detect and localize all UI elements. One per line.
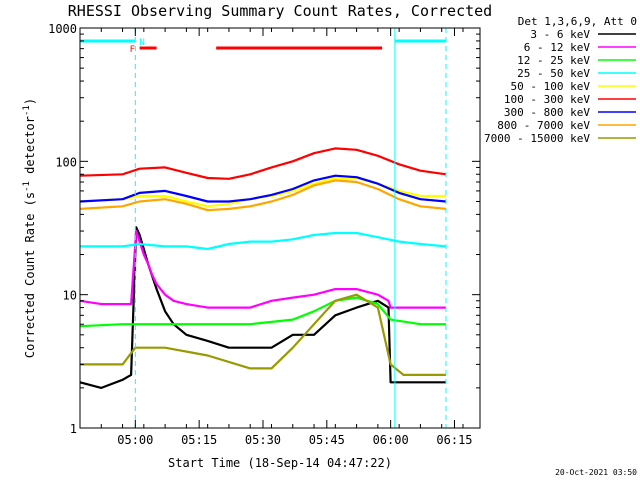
series-line-7 (79, 174, 447, 203)
y-axis-label-end: ) (23, 98, 37, 105)
x-tick-label: 06:00 (373, 433, 409, 447)
legend-label-2: 6 - 12 keV (524, 41, 591, 54)
x-tick-label: 05:30 (245, 433, 281, 447)
series-layer (79, 147, 447, 389)
chart-title: RHESSI Observing Summary Count Rates, Co… (68, 2, 492, 20)
y-axis-label-sup1: -1 (22, 181, 32, 192)
series-line-6 (79, 147, 447, 180)
legend-label-4: 25 - 50 keV (517, 67, 590, 80)
legend-label-8: 800 - 7000 keV (497, 119, 590, 132)
axis-ticks-layer: 05:00 05:15 05:30 05:45 06:00 06:15 1 10 100 1000 (48, 22, 480, 447)
series-line-8 (79, 179, 447, 212)
legend-label-3: 12 - 25 keV (517, 54, 590, 67)
series-line-3 (79, 296, 446, 328)
x-tick-label: 06:15 (436, 433, 472, 447)
y-axis-label-main: Corrected Count Rate (s (23, 192, 37, 358)
legend-label-7: 300 - 800 keV (504, 106, 590, 119)
legend-label-5: 50 - 100 keV (511, 80, 591, 93)
x-axis-label: Start Time (18-Sep-14 04:47:22) (168, 456, 392, 470)
y-tick-label: 10 (63, 289, 77, 303)
series-line-4 (80, 231, 447, 251)
y-tick-label: 1 (70, 422, 77, 436)
vertical-lines-layer (134, 28, 447, 428)
x-tick-label: 05:45 (309, 433, 345, 447)
y-axis-label: Corrected Count Rate (s-1 detector-1) (22, 98, 37, 358)
series-line-2 (79, 230, 446, 309)
y-tick-label: 1000 (48, 22, 77, 36)
x-tick-label: 05:15 (181, 433, 217, 447)
series-line-9 (80, 293, 446, 376)
flag-label-n: N (139, 38, 144, 48)
series-line-1 (79, 226, 446, 389)
flag-bars-layer: FN (80, 38, 446, 55)
y-axis-label-mid: detector (23, 116, 37, 181)
legend-label-6: 100 - 300 keV (504, 93, 590, 106)
y-tick-label: 100 (55, 155, 77, 169)
plot-frame (79, 27, 481, 429)
legend-label-9: 7000 - 15000 keV (484, 132, 590, 145)
y-axis-label-sup2: -1 (22, 105, 32, 116)
legend-title: Det 1,3,6,9, Att 0 (518, 15, 637, 28)
legend-label-1: 3 - 6 keV (530, 28, 590, 41)
x-tick-label: 05:00 (117, 433, 153, 447)
timestamp: 20-Oct-2021 03:50 (555, 468, 637, 477)
flag-label-f: F (130, 45, 135, 55)
